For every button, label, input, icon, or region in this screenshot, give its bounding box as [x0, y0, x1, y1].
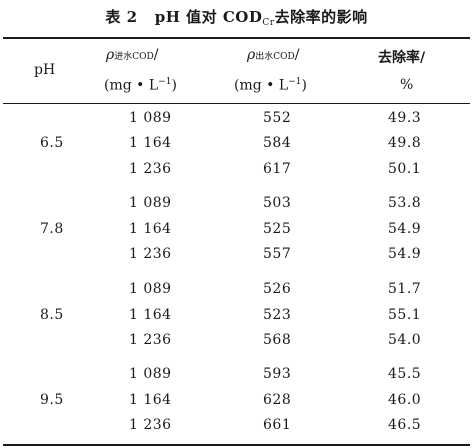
- influent-cod: 1 236: [129, 417, 172, 433]
- header-effluent-unit-sup: −1: [288, 77, 302, 87]
- ph-value: 6.5: [40, 135, 64, 151]
- ph-value: 7.8: [40, 221, 64, 237]
- effluent-cod: 628: [263, 392, 292, 408]
- caption-label: 表 2: [105, 8, 138, 26]
- effluent-cod: 661: [263, 417, 292, 433]
- caption-title-sub: Cr: [262, 18, 275, 28]
- influent-cod: 1 236: [129, 161, 172, 177]
- effluent-cod: 617: [263, 161, 292, 177]
- influent-cod: 1 164: [129, 221, 172, 237]
- header-removal-unit: %: [400, 77, 414, 93]
- removal-rate: 53.8: [388, 195, 422, 211]
- effluent-cod: 503: [263, 195, 292, 211]
- influent-cod: 1 164: [129, 307, 172, 323]
- table-caption: 表 2 pH 值对 CODCr去除率的影响: [0, 6, 473, 28]
- header-effluent: ρ出水COD/: [247, 47, 299, 63]
- removal-rate: 49.3: [388, 110, 422, 126]
- effluent-cod: 523: [263, 307, 292, 323]
- influent-cod: 1 089: [129, 110, 172, 126]
- header-effluent-slash: /: [294, 47, 300, 63]
- removal-rate: 51.7: [388, 281, 422, 297]
- header-influent-unit-close: ): [171, 77, 177, 94]
- header-influent: ρ进水COD/: [106, 47, 158, 63]
- header-influent-unit-sup: −1: [158, 77, 172, 87]
- header-influent-slash: /: [153, 47, 159, 63]
- removal-rate: 54.9: [388, 221, 422, 237]
- header-effluent-unit-text: (mg • L: [234, 77, 289, 94]
- header-effluent-unit-close: ): [301, 77, 307, 94]
- top-rule: [3, 37, 470, 39]
- effluent-cod: 552: [263, 110, 292, 126]
- removal-rate: 46.5: [388, 417, 422, 433]
- removal-rate: 49.8: [388, 135, 422, 151]
- effluent-cod: 526: [263, 281, 292, 297]
- header-effluent-unit: (mg • L−1): [234, 77, 307, 94]
- influent-cod: 1 089: [129, 366, 172, 382]
- removal-rate: 54.9: [388, 246, 422, 262]
- caption-title-pre: pH 值对 COD: [154, 8, 263, 26]
- influent-cod: 1 089: [129, 195, 172, 211]
- bottom-rule: [3, 444, 470, 446]
- effluent-cod: 584: [263, 135, 292, 151]
- ph-value: 9.5: [40, 392, 64, 408]
- header-rule: [3, 103, 470, 104]
- effluent-cod: 525: [263, 221, 292, 237]
- effluent-cod: 593: [263, 366, 292, 382]
- removal-rate: 54.0: [388, 332, 422, 348]
- header-influent-unit-text: (mg • L: [104, 77, 159, 94]
- removal-rate: 55.1: [388, 307, 422, 323]
- header-removal-rate: 去除率/: [378, 50, 426, 66]
- influent-cod: 1 236: [129, 332, 172, 348]
- header-effluent-rho: ρ: [247, 47, 256, 63]
- influent-cod: 1 236: [129, 246, 172, 262]
- header-influent-unit: (mg • L−1): [104, 77, 177, 94]
- header-ph: pH: [34, 62, 56, 78]
- removal-rate: 45.5: [388, 366, 422, 382]
- header-influent-rho: ρ: [106, 47, 115, 63]
- effluent-cod: 568: [263, 332, 292, 348]
- influent-cod: 1 089: [129, 281, 172, 297]
- effluent-cod: 557: [263, 246, 292, 262]
- header-influent-sub: 进水COD: [114, 52, 154, 62]
- caption-title-post: 去除率的影响: [274, 8, 368, 26]
- removal-rate: 46.0: [388, 392, 422, 408]
- influent-cod: 1 164: [129, 392, 172, 408]
- influent-cod: 1 164: [129, 135, 172, 151]
- header-effluent-sub: 出水COD: [255, 52, 295, 62]
- removal-rate: 50.1: [388, 161, 422, 177]
- ph-value: 8.5: [40, 307, 64, 323]
